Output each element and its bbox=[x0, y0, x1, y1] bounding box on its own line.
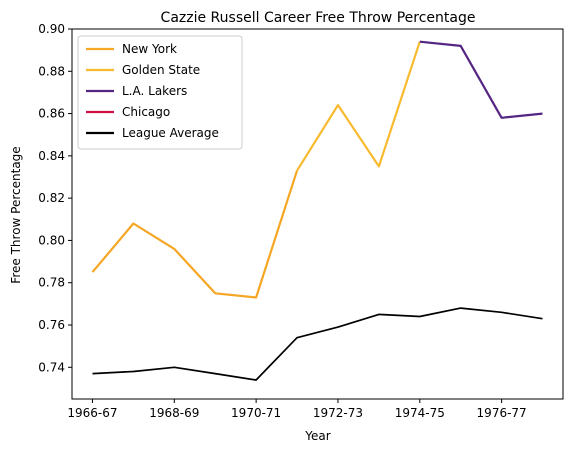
y-tick-label: 0.80 bbox=[38, 233, 65, 247]
x-tick-label: 1968-69 bbox=[149, 406, 199, 420]
legend-label: L.A. Lakers bbox=[122, 84, 187, 98]
x-tick-label: 1970-71 bbox=[231, 406, 281, 420]
y-tick-label: 0.84 bbox=[38, 149, 65, 163]
x-tick-label: 1974-75 bbox=[395, 406, 445, 420]
x-tick-label: 1972-73 bbox=[313, 406, 363, 420]
axes-frame bbox=[71, 28, 564, 400]
legend-label: New York bbox=[122, 42, 177, 56]
y-tick-label: 0.90 bbox=[38, 22, 65, 36]
x-axis-label: Year bbox=[304, 429, 330, 443]
series-line-l-a-lakers bbox=[419, 40, 543, 119]
legend-box bbox=[77, 35, 243, 150]
y-tick-label: 0.88 bbox=[38, 64, 65, 78]
y-tick-label: 0.76 bbox=[38, 318, 65, 332]
y-axis-label: Free Throw Percentage bbox=[9, 146, 23, 283]
y-tick-label: 0.82 bbox=[38, 191, 65, 205]
legend-label: Golden State bbox=[122, 63, 200, 77]
y-tick-label: 0.78 bbox=[38, 276, 65, 290]
chart-title: Cazzie Russell Career Free Throw Percent… bbox=[161, 10, 476, 26]
plot-lines bbox=[91, 40, 543, 381]
y-tick-label: 0.74 bbox=[38, 360, 65, 374]
x-tick-label: 1976-77 bbox=[477, 406, 527, 420]
series-line-new-york bbox=[91, 170, 299, 299]
y-tick-label: 0.86 bbox=[38, 107, 65, 121]
legend: New York Golden State L.A. Lakers Chicago Le… bbox=[77, 35, 243, 150]
legend-label: Chicago bbox=[122, 105, 170, 119]
series-line-golden-state bbox=[296, 41, 421, 172]
x-tick-label: 1966-67 bbox=[67, 406, 117, 420]
legend-label: League Average bbox=[122, 126, 219, 140]
axes: 0.74 0.76 0.78 0.80 0.82 0.84 0.86 0.88 0.90 1966… bbox=[38, 22, 564, 420]
series-line-league-average bbox=[92, 307, 543, 381]
